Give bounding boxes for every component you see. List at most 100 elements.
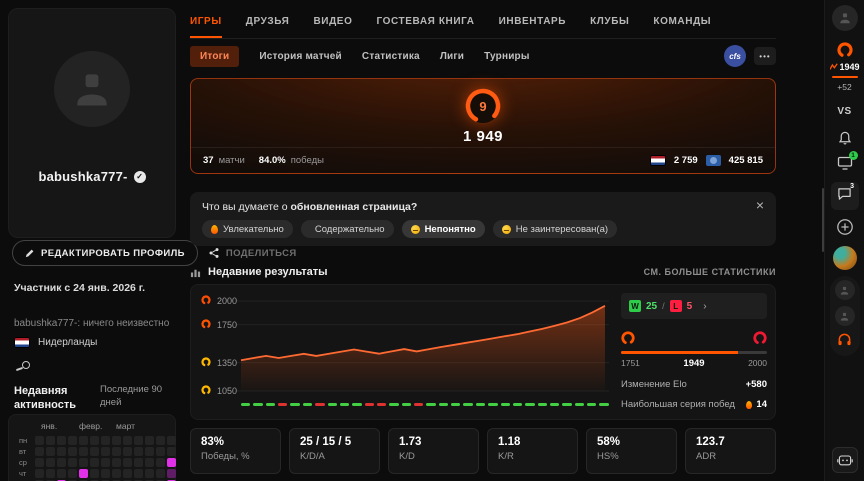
- more-options-button[interactable]: •••: [754, 47, 776, 65]
- stat-value: 83%: [201, 436, 225, 448]
- share-button[interactable]: ПОДЕЛИТЬСЯ: [208, 247, 297, 259]
- tab-клубы[interactable]: КЛУБЫ: [590, 16, 630, 27]
- elo-value: 1 949: [462, 128, 504, 145]
- country-name: Нидерланды: [38, 337, 98, 348]
- friend-avatar[interactable]: [832, 246, 857, 270]
- feedback-chip-label: Увлекательно: [223, 223, 284, 235]
- feedback-chip[interactable]: Увлекательно: [202, 220, 293, 238]
- netherlands-flag-icon: [14, 337, 30, 348]
- subtab-статистика[interactable]: Статистика: [361, 50, 420, 62]
- rail-scrollbar[interactable]: [822, 188, 824, 252]
- tab-гостевая-книга[interactable]: ГОСТЕВАЯ КНИГА: [376, 16, 475, 27]
- heatmap-cell: [46, 469, 55, 478]
- chart-ytick: 1050: [201, 385, 237, 397]
- close-icon[interactable]: ×: [755, 197, 764, 213]
- win-dash: [587, 403, 597, 406]
- country-rank-flag-icon: [649, 155, 666, 166]
- heatmap-cell: [35, 447, 44, 456]
- heatmap-month-label: янв.: [41, 421, 58, 431]
- streams-button[interactable]: 1: [837, 151, 858, 175]
- notifications-button[interactable]: [837, 130, 852, 151]
- elo-change-value: +580: [745, 379, 767, 390]
- tab-видео[interactable]: ВИДЕО: [313, 16, 353, 27]
- win-dash: [327, 403, 337, 406]
- heatmap-cell: [134, 469, 143, 478]
- username: babushka777-: [38, 169, 128, 184]
- see-more-stats-link[interactable]: СМ. БОЛЬШЕ СТАТИСТИКИ: [643, 267, 776, 277]
- chart-ytick-label: 1350: [217, 357, 238, 368]
- vs-button[interactable]: VS: [837, 106, 852, 117]
- heatmap-cell: [112, 469, 121, 478]
- edit-profile-button[interactable]: РЕДАКТИРОВАТЬ ПРОФИЛЬ: [12, 240, 198, 266]
- heatmap-cell: [68, 447, 77, 456]
- level-9-icon: [621, 331, 635, 350]
- activity-title: Недавняя активность: [14, 385, 77, 412]
- subtab-итоги[interactable]: Итоги: [190, 45, 240, 67]
- winrate-label: победы: [290, 155, 324, 166]
- heatmap-cell: [68, 458, 77, 467]
- chat-button[interactable]: 3: [830, 182, 859, 210]
- subtab-турниры[interactable]: Турниры: [484, 50, 530, 62]
- chart-ytick-label: 1750: [217, 319, 238, 330]
- assistant-button[interactable]: [831, 447, 858, 473]
- stat-value: 123.7: [696, 436, 725, 448]
- voice-channel-button[interactable]: [837, 332, 852, 351]
- subtab-лиги[interactable]: Лиги: [439, 50, 465, 62]
- win-dash: [463, 403, 473, 406]
- tab-друзья[interactable]: ДРУЗЬЯ: [245, 16, 290, 27]
- heatmap-day-label: вт: [19, 447, 27, 456]
- profile-avatar[interactable]: [54, 51, 130, 127]
- heatmap-cell: [90, 436, 99, 445]
- party-avatar[interactable]: [834, 280, 855, 300]
- level-ring-icon: [201, 356, 211, 369]
- monitor-icon: [837, 156, 852, 170]
- heatmap-cell: [123, 458, 132, 467]
- heatmap-cell: [35, 436, 44, 445]
- tab-команды[interactable]: КОМАНДЫ: [653, 16, 712, 27]
- heatmap-cell: [68, 469, 77, 478]
- gauge-current: 1949: [683, 358, 705, 369]
- win-dash: [438, 403, 449, 406]
- subtab-история-матчей[interactable]: История матчей: [259, 50, 342, 62]
- chevron-right-icon: ›: [703, 300, 707, 312]
- person-icon: [77, 74, 107, 106]
- win-loss-box[interactable]: W 25 / L 5 ›: [621, 293, 767, 319]
- rail-elo-delta: +52: [837, 82, 852, 92]
- feedback-chip[interactable]: Непонятно: [401, 220, 485, 238]
- win-dash: [574, 403, 585, 406]
- win-dash: [525, 403, 535, 406]
- level-ring-icon: [201, 385, 211, 397]
- heatmap-cell: [167, 436, 176, 445]
- heatmap-cell: [123, 469, 132, 478]
- win-dash: [537, 403, 547, 406]
- feedback-chip[interactable]: Содержательно: [300, 220, 394, 238]
- rail-user-avatar[interactable]: [831, 5, 858, 31]
- feedback-chip-label: Непонятно: [424, 223, 476, 235]
- heatmap-cell: [134, 436, 143, 445]
- neutral-icon: [501, 224, 511, 234]
- tab-игры[interactable]: ИГРЫ: [190, 10, 222, 38]
- heatmap-day-label: ср: [19, 458, 27, 467]
- heatmap-month-label: февр.: [79, 421, 103, 431]
- feedback-chip[interactable]: Не заинтересован(а): [492, 220, 618, 238]
- win-dash: [352, 403, 362, 406]
- rail-elo-underline: [831, 76, 858, 78]
- feedback-chip-label: Не заинтересован(а): [515, 223, 609, 235]
- elo-progress-bar: [621, 351, 767, 354]
- tab-инвентарь[interactable]: ИНВЕНТАРЬ: [498, 16, 567, 27]
- loss-dash: [376, 403, 387, 406]
- game-badge[interactable]: cfs: [724, 45, 746, 67]
- rail-elo[interactable]: 1949: [829, 62, 860, 72]
- rail-level-icon[interactable]: [836, 42, 853, 63]
- win-streak-value: 14: [756, 399, 767, 410]
- heatmap-cell: [156, 436, 165, 445]
- stat-box-k-r: 1.18 K/R: [487, 428, 578, 474]
- win-dash: [290, 403, 300, 406]
- stat-value: 1.18: [498, 436, 521, 448]
- country-rank: 2 759: [673, 155, 698, 166]
- heatmap-cell: [134, 458, 143, 467]
- heatmap-cell: [156, 469, 165, 478]
- add-button[interactable]: [836, 218, 854, 241]
- party-avatar[interactable]: [834, 306, 855, 326]
- loss-count: 5: [686, 300, 693, 312]
